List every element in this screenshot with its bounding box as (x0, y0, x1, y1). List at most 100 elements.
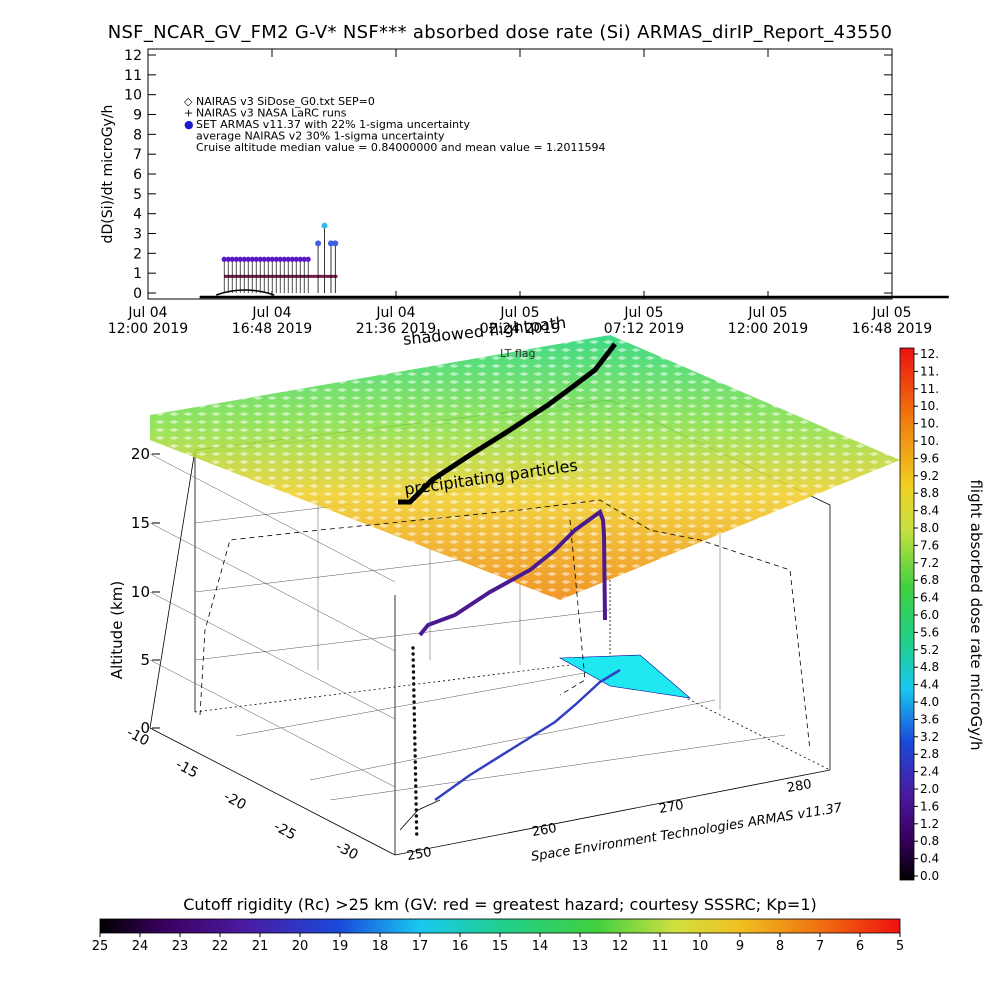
descent-point (413, 772, 418, 776)
armas-point (237, 256, 243, 262)
lon-tick-label: 260 (531, 821, 558, 840)
descent-point (412, 718, 417, 722)
rigidity-tick-label: 20 (292, 939, 309, 954)
colorbar-ticks: 12. 11. 11. 10. 10. 10. 9.6 9.2 8.8 8.4 8.0 7.6 7.2 6… (914, 347, 939, 883)
colorbar-tick-label: 8.8 (920, 486, 939, 500)
flight-path-group (398, 342, 621, 836)
projection-dashed (199, 499, 811, 751)
legend-symbol: + (184, 107, 193, 120)
descent-point (412, 682, 416, 686)
descent-point (412, 700, 416, 704)
legend: ◇ NAIRAS v3 SiDose_G0.txt SEP=0+ NAIRAS v3… (184, 95, 606, 154)
descent-point (411, 646, 415, 650)
z-tick-label: 15 (131, 514, 150, 532)
dose-sheet-texture (150, 335, 900, 600)
grid-line (149, 522, 396, 652)
grid-line (329, 734, 786, 801)
lat-tick-label: -15 (173, 757, 201, 782)
descent-point (414, 826, 419, 830)
colorbar-tick-label: 6.4 (920, 591, 939, 605)
series-group (199, 222, 949, 299)
colorbar-label: flight absorbed dose rate microGy/h (967, 479, 985, 750)
x-tick-date: Jul 04 (127, 305, 167, 321)
armas-point (225, 256, 231, 262)
y-tick-label: 7 (133, 147, 142, 163)
y-tick-label: 0 (133, 286, 142, 302)
figure-title: NSF_NCAR_GV_FM2 G-V* NSF*** absorbed dos… (107, 22, 893, 43)
descent-point (412, 706, 416, 710)
grid-line (194, 609, 611, 661)
x-tick-time: 12:00 2019 (728, 321, 808, 337)
descent-point (411, 670, 416, 674)
z-tick-label: 5 (140, 651, 150, 669)
rigidity-tick-label: 11 (652, 939, 669, 954)
legend-entry: average NAIRAS v2 30% 1-sigma uncertaint… (196, 130, 445, 143)
armas-point (253, 256, 259, 262)
colorbar-tick-label: 5.6 (920, 625, 939, 639)
lon-tick-label: 270 (658, 798, 685, 817)
legend-symbol: ◇ (184, 95, 193, 108)
armas-point (269, 256, 275, 262)
rigidity-tick-label: 22 (212, 939, 229, 954)
x-tick-time: 16:48 2019 (232, 321, 312, 337)
colorbar-fill (899, 347, 915, 881)
armas-point (249, 256, 255, 262)
colorbar-tick-label: 7.6 (920, 538, 939, 552)
y-tick-label: 11 (124, 68, 142, 84)
colorbar-tick-label: 10. (920, 399, 939, 413)
z-tick-label: 20 (131, 445, 150, 463)
colorbar-tick-label: 0.0 (920, 869, 939, 883)
nairas-hump (215, 289, 275, 296)
y-tick-label: 8 (133, 127, 142, 143)
annotation-lt-flag: LT flag (500, 347, 536, 360)
armas-point (257, 256, 263, 262)
rigidity-colorbar-ticks: 25 24 23 22 21 20 19 18 17 16 15 14 13 12 11 10 9 8 7 6 5 (92, 933, 904, 954)
rigidity-colorbar: 25 24 23 22 21 20 19 18 17 16 15 14 13 12 11 10 9 8 7 6 5 (92, 918, 904, 954)
rigidity-tick-label: 13 (572, 939, 589, 954)
x-tick-date: Jul 04 (375, 305, 415, 321)
x-tick-time: 07:12 2019 (604, 321, 684, 337)
colorbar-tick-label: 12. (920, 347, 939, 361)
rigidity-tick-label: 21 (252, 939, 269, 954)
colorbar-tick-label: 10. (920, 417, 939, 431)
x-tick-date: Jul 05 (747, 305, 787, 321)
y-tick-label: 4 (133, 207, 142, 223)
grid-line (235, 661, 646, 737)
rigidity-tick-label: 8 (776, 939, 784, 954)
rigidity-tick-label: 23 (172, 939, 189, 954)
rigidity-tick-label: 17 (412, 939, 429, 954)
colorbar-tick-label: 3.2 (920, 730, 939, 744)
colorbar-tick-label: 9.2 (920, 469, 939, 483)
rigidity-tick-label: 24 (132, 939, 149, 954)
rigidity-tick-label: 7 (816, 939, 824, 954)
armas-point (289, 256, 295, 262)
armas-point (273, 256, 279, 262)
colorbar-tick-label: 11. (920, 364, 939, 378)
x-tick-date: Jul 05 (871, 305, 911, 321)
descent-point (414, 814, 419, 818)
projection-dashed-2 (559, 519, 586, 696)
descent-point (413, 736, 417, 740)
armas-point (221, 256, 227, 262)
z-axis-label: Altitude (km) (108, 581, 126, 679)
colorbar-tick-label: 10. (920, 434, 939, 448)
y-tick-label: 1 (133, 266, 142, 282)
x-tick-date: Jul 04 (251, 305, 291, 321)
armas-point (293, 256, 299, 262)
x-tick-date: Jul 05 (499, 305, 539, 321)
rigidity-colorbar-title: Cutoff rigidity (Rc) >25 km (GV: red = g… (183, 895, 817, 914)
colorbar-tick-label: 4.8 (920, 660, 939, 674)
colorbar-tick-label: 11. (920, 382, 939, 396)
z-tick-label: 10 (131, 583, 150, 601)
grid-line (149, 659, 396, 788)
armas-point (297, 256, 303, 262)
descent-point (412, 694, 416, 698)
armas-point (315, 240, 322, 247)
colorbar-tick-label: 2.4 (920, 765, 939, 779)
descent-point (414, 790, 418, 794)
descent-point (413, 754, 417, 758)
armas-point (327, 240, 334, 247)
